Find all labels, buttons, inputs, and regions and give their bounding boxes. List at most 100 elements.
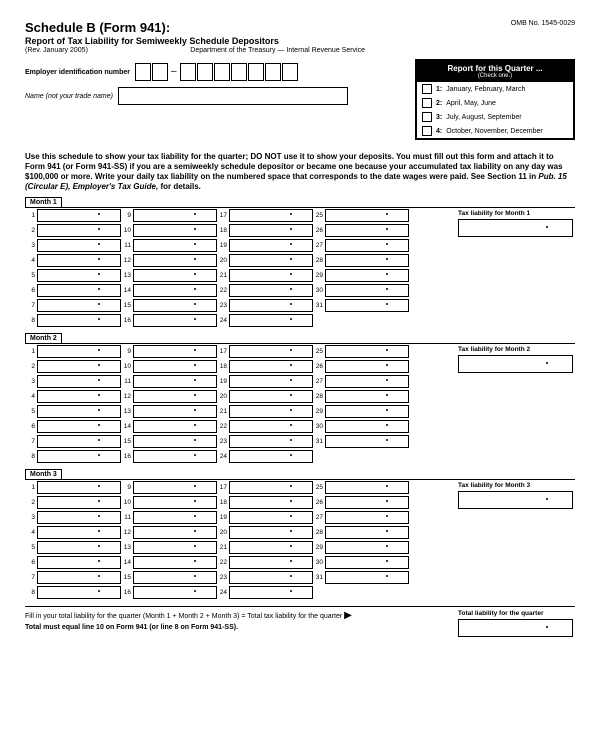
day-input[interactable]: [133, 209, 217, 222]
day-input[interactable]: [133, 405, 217, 418]
day-input[interactable]: [37, 481, 121, 494]
ein-box[interactable]: [152, 63, 168, 81]
total-liability-input[interactable]: [458, 619, 573, 637]
day-input[interactable]: [133, 299, 217, 312]
day-input[interactable]: [229, 435, 313, 448]
day-input[interactable]: [229, 481, 313, 494]
day-input[interactable]: [229, 360, 313, 373]
day-input[interactable]: [37, 284, 121, 297]
day-input[interactable]: [37, 224, 121, 237]
day-input[interactable]: [37, 360, 121, 373]
day-input[interactable]: [133, 375, 217, 388]
day-input[interactable]: [325, 375, 409, 388]
day-input[interactable]: [325, 511, 409, 524]
day-input[interactable]: [229, 269, 313, 282]
day-input[interactable]: [325, 239, 409, 252]
day-input[interactable]: [325, 420, 409, 433]
ein-box[interactable]: [180, 63, 196, 81]
day-input[interactable]: [37, 511, 121, 524]
day-input[interactable]: [229, 284, 313, 297]
day-input[interactable]: [133, 284, 217, 297]
day-input[interactable]: [229, 299, 313, 312]
day-input[interactable]: [229, 314, 313, 327]
day-input[interactable]: [325, 254, 409, 267]
day-input[interactable]: [133, 541, 217, 554]
day-input[interactable]: [37, 496, 121, 509]
day-input[interactable]: [325, 269, 409, 282]
day-input[interactable]: [229, 375, 313, 388]
day-input[interactable]: [229, 405, 313, 418]
day-input[interactable]: [37, 420, 121, 433]
month-liability-input[interactable]: [458, 355, 573, 373]
quarter-checkbox-4[interactable]: [422, 126, 432, 136]
ein-box[interactable]: [248, 63, 264, 81]
day-input[interactable]: [37, 571, 121, 584]
day-input[interactable]: [229, 345, 313, 358]
day-input[interactable]: [37, 209, 121, 222]
day-input[interactable]: [37, 450, 121, 463]
day-input[interactable]: [37, 269, 121, 282]
day-input[interactable]: [37, 390, 121, 403]
day-input[interactable]: [325, 556, 409, 569]
ein-box[interactable]: [265, 63, 281, 81]
ein-box[interactable]: [135, 63, 151, 81]
day-input[interactable]: [325, 541, 409, 554]
month-liability-input[interactable]: [458, 491, 573, 509]
day-input[interactable]: [229, 556, 313, 569]
day-input[interactable]: [325, 224, 409, 237]
day-input[interactable]: [325, 571, 409, 584]
day-input[interactable]: [133, 450, 217, 463]
day-input[interactable]: [37, 541, 121, 554]
day-input[interactable]: [325, 526, 409, 539]
day-input[interactable]: [133, 420, 217, 433]
day-input[interactable]: [133, 254, 217, 267]
day-input[interactable]: [133, 511, 217, 524]
day-input[interactable]: [133, 571, 217, 584]
day-input[interactable]: [133, 224, 217, 237]
day-input[interactable]: [325, 284, 409, 297]
day-input[interactable]: [229, 526, 313, 539]
day-input[interactable]: [229, 209, 313, 222]
day-input[interactable]: [133, 435, 217, 448]
day-input[interactable]: [133, 269, 217, 282]
day-input[interactable]: [133, 496, 217, 509]
day-input[interactable]: [229, 496, 313, 509]
day-input[interactable]: [229, 571, 313, 584]
day-input[interactable]: [133, 481, 217, 494]
day-input[interactable]: [37, 435, 121, 448]
day-input[interactable]: [37, 345, 121, 358]
day-input[interactable]: [325, 405, 409, 418]
ein-box[interactable]: [214, 63, 230, 81]
day-input[interactable]: [37, 526, 121, 539]
day-input[interactable]: [229, 511, 313, 524]
day-input[interactable]: [229, 224, 313, 237]
day-input[interactable]: [37, 375, 121, 388]
day-input[interactable]: [37, 556, 121, 569]
day-input[interactable]: [229, 450, 313, 463]
ein-box[interactable]: [197, 63, 213, 81]
day-input[interactable]: [229, 586, 313, 599]
day-input[interactable]: [229, 254, 313, 267]
day-input[interactable]: [37, 254, 121, 267]
day-input[interactable]: [133, 360, 217, 373]
name-input[interactable]: [118, 87, 348, 105]
day-input[interactable]: [325, 360, 409, 373]
day-input[interactable]: [133, 586, 217, 599]
day-input[interactable]: [325, 496, 409, 509]
day-input[interactable]: [325, 390, 409, 403]
month-liability-input[interactable]: [458, 219, 573, 237]
day-input[interactable]: [325, 481, 409, 494]
ein-box[interactable]: [231, 63, 247, 81]
day-input[interactable]: [133, 556, 217, 569]
day-input[interactable]: [37, 586, 121, 599]
day-input[interactable]: [37, 314, 121, 327]
day-input[interactable]: [229, 239, 313, 252]
day-input[interactable]: [325, 345, 409, 358]
day-input[interactable]: [133, 526, 217, 539]
ein-box[interactable]: [282, 63, 298, 81]
day-input[interactable]: [325, 299, 409, 312]
day-input[interactable]: [325, 435, 409, 448]
quarter-checkbox-3[interactable]: [422, 112, 432, 122]
day-input[interactable]: [325, 209, 409, 222]
day-input[interactable]: [133, 345, 217, 358]
